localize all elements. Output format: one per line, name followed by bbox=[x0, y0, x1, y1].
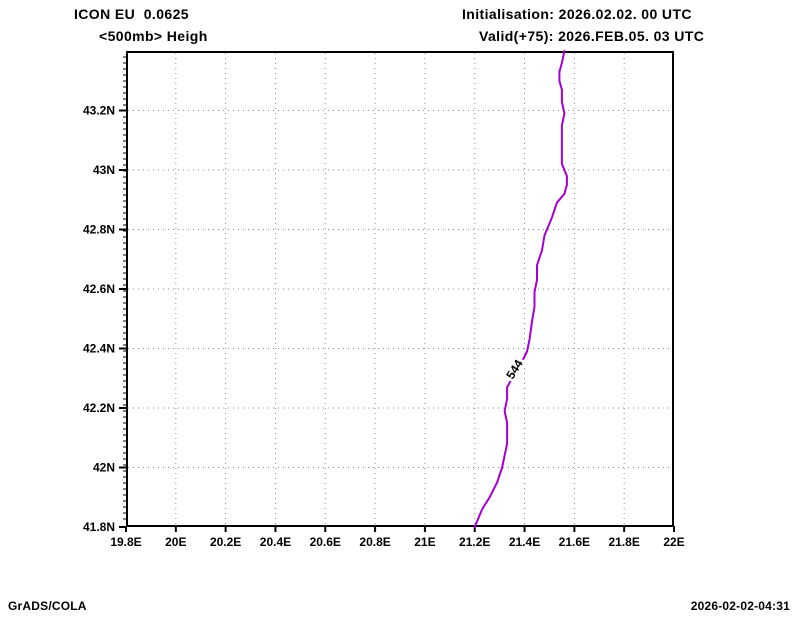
model-title: ICON EU 0.0625 bbox=[74, 6, 189, 22]
creation-timestamp: 2026-02-02-04:31 bbox=[690, 599, 790, 613]
y-tick-label: 42N bbox=[93, 461, 115, 475]
y-tick-label: 42.2N bbox=[83, 401, 115, 415]
x-tick-label: 21.8E bbox=[609, 535, 640, 549]
y-tick-label: 43N bbox=[93, 163, 115, 177]
y-tick-label: 43.2N bbox=[83, 104, 115, 118]
x-tick-label: 22E bbox=[663, 535, 684, 549]
plot-area: 19.8E 20E 20.2E 20.4E 20.6E 20.8E 21E 21.2E 21.4… bbox=[83, 50, 685, 549]
y-tick-label: 41.8N bbox=[83, 520, 115, 534]
x-tick-label: 20.4E bbox=[260, 535, 291, 549]
grads-cola-stamp: GrADS/COLA bbox=[8, 599, 87, 613]
x-tick-label: 21.4E bbox=[509, 535, 540, 549]
y-tick-label: 42.8N bbox=[83, 223, 115, 237]
valid-time-label: Valid(+75): 2026.FEB.05. 03 UTC bbox=[479, 28, 705, 44]
y-tick-label: 42.6N bbox=[83, 282, 115, 296]
y-tick-label: 42.4N bbox=[83, 342, 115, 356]
x-tick-label: 21.6E bbox=[559, 535, 590, 549]
x-tick-label: 20E bbox=[165, 535, 186, 549]
contour-line bbox=[473, 50, 568, 528]
field-title: <500mb> Heigh bbox=[99, 28, 208, 44]
x-tick-label: 20.6E bbox=[310, 535, 341, 549]
x-tick-label: 21E bbox=[414, 535, 435, 549]
x-tick-label: 20.2E bbox=[210, 535, 241, 549]
x-tick-label: 21.2E bbox=[459, 535, 490, 549]
x-tick-label: 19.8E bbox=[110, 535, 141, 549]
init-time-label: Initialisation: 2026.02.02. 00 UTC bbox=[462, 6, 692, 22]
x-tick-label: 20.8E bbox=[359, 535, 390, 549]
